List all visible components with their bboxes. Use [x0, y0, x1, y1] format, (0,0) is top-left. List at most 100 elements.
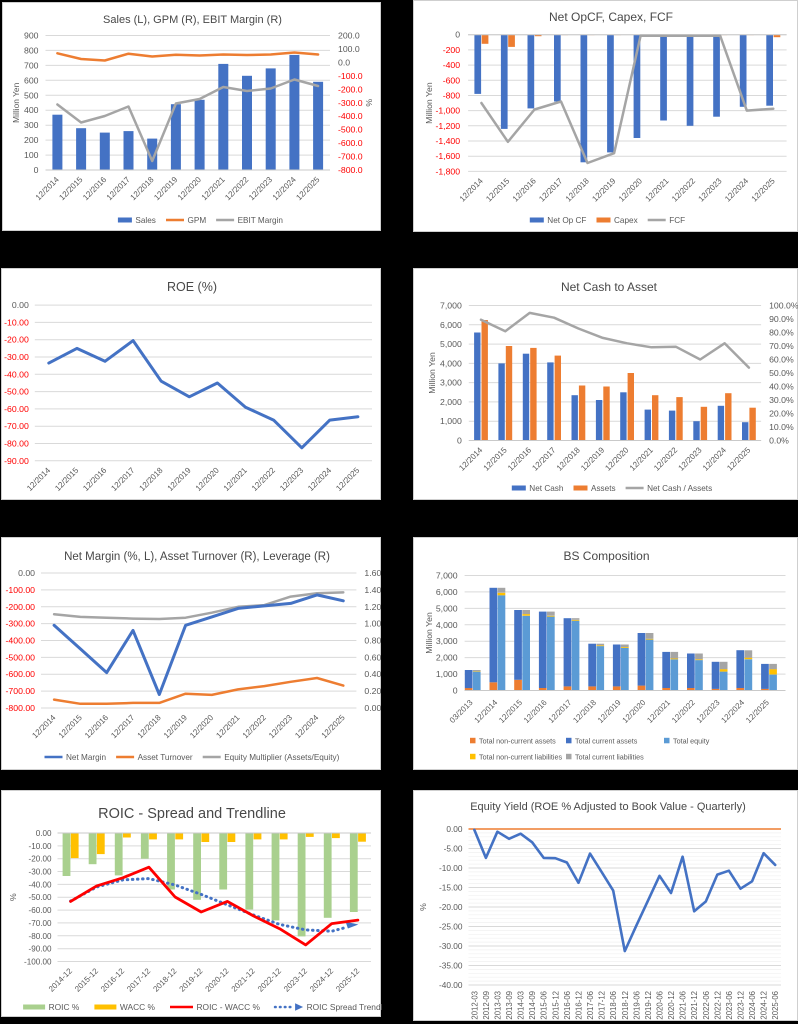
svg-text:2018-12: 2018-12 — [621, 991, 630, 1020]
svg-text:-100.00: -100.00 — [6, 585, 36, 595]
svg-text:2012-03: 2012-03 — [470, 991, 479, 1020]
svg-text:12/2015: 12/2015 — [497, 698, 524, 725]
svg-text:-800.0: -800.0 — [338, 165, 363, 175]
svg-text:12/2016: 12/2016 — [83, 713, 110, 740]
svg-text:12/2014: 12/2014 — [458, 176, 485, 203]
svg-text:ROE (%): ROE (%) — [167, 280, 217, 294]
svg-text:12/2017: 12/2017 — [537, 176, 564, 203]
svg-text:3,000: 3,000 — [436, 636, 458, 646]
svg-text:12/2018: 12/2018 — [571, 698, 598, 725]
svg-text:12/2023: 12/2023 — [267, 713, 294, 740]
svg-text:1,000: 1,000 — [436, 669, 458, 679]
svg-text:-300.00: -300.00 — [6, 619, 36, 629]
svg-text:70.0%: 70.0% — [769, 341, 794, 351]
svg-text:-200: -200 — [443, 45, 461, 55]
svg-text:Million Yen: Million Yen — [424, 612, 434, 654]
svg-text:12/2025: 12/2025 — [334, 466, 361, 493]
svg-text:-10.00: -10.00 — [439, 863, 463, 873]
svg-text:0.00: 0.00 — [18, 568, 35, 578]
svg-text:2013-09: 2013-09 — [505, 991, 514, 1020]
svg-text:2022-12: 2022-12 — [713, 991, 722, 1020]
svg-text:0: 0 — [34, 165, 39, 175]
svg-text:-1,200: -1,200 — [435, 121, 460, 131]
svg-text:-30.00: -30.00 — [439, 941, 463, 951]
svg-text:-200.00: -200.00 — [6, 602, 36, 612]
svg-text:12/2020: 12/2020 — [176, 175, 203, 202]
svg-text:BS Composition: BS Composition — [563, 549, 649, 563]
svg-text:600: 600 — [24, 75, 39, 85]
svg-text:4,000: 4,000 — [436, 620, 458, 630]
svg-text:7,000: 7,000 — [436, 571, 458, 581]
svg-text:-10.00: -10.00 — [4, 317, 29, 327]
svg-text:2020-06: 2020-06 — [656, 991, 665, 1020]
svg-text:12/2021: 12/2021 — [222, 466, 249, 493]
svg-text:12/2025: 12/2025 — [750, 176, 777, 203]
svg-text:-70.00: -70.00 — [4, 421, 29, 431]
svg-text:12/2019: 12/2019 — [152, 175, 179, 202]
svg-text:Sales: Sales — [135, 216, 155, 225]
svg-text:-80.00: -80.00 — [29, 932, 52, 941]
svg-text:-60.00: -60.00 — [29, 906, 52, 915]
svg-text:90.0%: 90.0% — [769, 314, 794, 324]
svg-text:Capex: Capex — [614, 216, 638, 225]
svg-text:12/2015: 12/2015 — [482, 445, 509, 472]
svg-text:ROIC Spread Trendline: ROIC Spread Trendline — [307, 1002, 382, 1012]
svg-text:Net Margin: Net Margin — [66, 753, 106, 762]
svg-text:EBIT Margin: EBIT Margin — [238, 216, 284, 225]
svg-text:-700.0: -700.0 — [338, 152, 363, 162]
svg-text:500: 500 — [24, 90, 39, 100]
svg-text:-60.00: -60.00 — [4, 404, 29, 414]
svg-text:12/2016: 12/2016 — [511, 176, 538, 203]
svg-text:Sales (L), GPM (R), EBIT Margi: Sales (L), GPM (R), EBIT Margin (R) — [103, 14, 282, 26]
svg-text:1.40: 1.40 — [364, 585, 381, 595]
svg-text:12/2019: 12/2019 — [162, 713, 189, 740]
svg-text:100.0: 100.0 — [338, 44, 360, 54]
svg-text:12/2018: 12/2018 — [555, 445, 582, 472]
svg-text:-25.00: -25.00 — [439, 922, 463, 932]
svg-text:30.0%: 30.0% — [769, 395, 794, 405]
svg-text:12/2019: 12/2019 — [166, 466, 193, 493]
svg-text:2022-06: 2022-06 — [702, 991, 711, 1020]
svg-text:12/2016: 12/2016 — [81, 175, 108, 202]
svg-text:WACC %: WACC % — [120, 1002, 156, 1012]
svg-text:100.0%: 100.0% — [769, 301, 798, 311]
svg-text:0.0: 0.0 — [338, 57, 350, 67]
svg-text:2014-03: 2014-03 — [517, 991, 526, 1020]
svg-text:12/2018: 12/2018 — [564, 176, 591, 203]
svg-text:2025-12: 2025-12 — [334, 966, 362, 994]
svg-text:0.80: 0.80 — [364, 636, 381, 646]
svg-text:100: 100 — [24, 150, 39, 160]
svg-text:2017-06: 2017-06 — [586, 991, 595, 1020]
svg-text:-800: -800 — [443, 91, 461, 101]
svg-text:-700.00: -700.00 — [6, 686, 36, 696]
svg-text:2013-03: 2013-03 — [493, 991, 502, 1020]
svg-text:12/2022: 12/2022 — [670, 176, 697, 203]
svg-text:60.0%: 60.0% — [769, 355, 794, 365]
svg-text:2012-09: 2012-09 — [482, 991, 491, 1020]
svg-text:-1,800: -1,800 — [435, 166, 460, 176]
svg-text:-300.0: -300.0 — [338, 98, 363, 108]
svg-text:12/2017: 12/2017 — [105, 175, 132, 202]
svg-text:-1,400: -1,400 — [435, 136, 460, 146]
svg-text:12/2014: 12/2014 — [34, 175, 61, 202]
svg-text:12/2017: 12/2017 — [547, 698, 574, 725]
svg-text:1.20: 1.20 — [364, 602, 381, 612]
svg-text:Net Cash to Asset: Net Cash to Asset — [561, 280, 658, 294]
svg-text:-100.0: -100.0 — [338, 71, 363, 81]
svg-text:800: 800 — [24, 45, 39, 55]
svg-text:2021-12: 2021-12 — [690, 991, 699, 1020]
svg-text:12/2015: 12/2015 — [57, 175, 84, 202]
svg-text:-400: -400 — [443, 60, 461, 70]
svg-text:Total non-current liabilities: Total non-current liabilities — [479, 753, 562, 762]
svg-text:12/2025: 12/2025 — [725, 445, 752, 472]
svg-text:-20.00: -20.00 — [439, 902, 463, 912]
svg-text:0: 0 — [453, 686, 458, 696]
svg-text:-20.00: -20.00 — [4, 335, 29, 345]
svg-text:400: 400 — [24, 105, 39, 115]
svg-text:12/2015: 12/2015 — [484, 176, 511, 203]
svg-text:GPM: GPM — [188, 216, 207, 225]
svg-text:12/2020: 12/2020 — [621, 698, 648, 725]
svg-text:12/2023: 12/2023 — [697, 176, 724, 203]
svg-text:1.60: 1.60 — [364, 568, 381, 578]
svg-text:12/2014: 12/2014 — [30, 713, 57, 740]
